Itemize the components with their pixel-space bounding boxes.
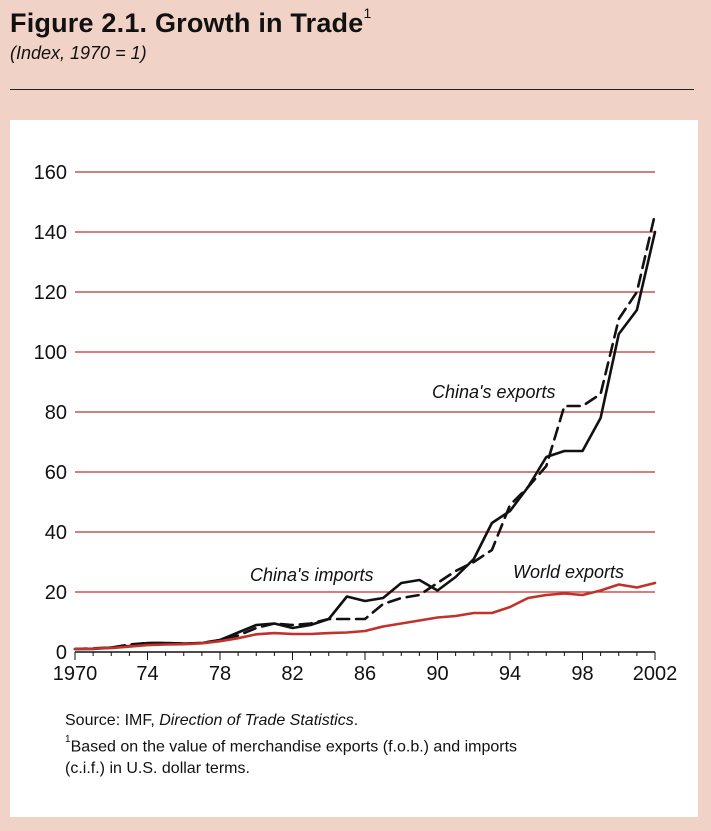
x-tick-label: 2002 (633, 663, 678, 685)
header-divider (10, 89, 694, 90)
gridlines (75, 171, 655, 593)
y-tick-label: 40 (45, 522, 67, 544)
axes: 0 20 40 60 80 100 120 140 160 1970 74 78 82 86 90 94 98 2… (34, 162, 678, 685)
series-lines (73, 212, 657, 651)
title-footnote-marker: 1 (363, 5, 372, 21)
series-line-china-s-imports (73, 230, 657, 651)
y-tick-label: 0 (56, 642, 67, 664)
annotations: China's exports China's imports World ex… (250, 382, 624, 585)
source-line: Source: IMF, Direction of Trade Statisti… (65, 712, 359, 729)
source-notes: Source: IMF, Direction of Trade Statisti… (65, 710, 517, 780)
footnote-line-2: (c.i.f.) in U.S. dollar terms. (65, 760, 250, 778)
figure-subtitle: (Index, 1970 = 1) (10, 43, 147, 63)
line-chart: 0 20 40 60 80 100 120 140 160 1970 74 78 82 86 90 94 98 2… (34, 162, 678, 685)
annotation-china-exports: China's exports (432, 382, 556, 402)
x-tick-label: 82 (281, 663, 303, 685)
annotation-china-imports: China's imports (250, 565, 373, 585)
x-tick-label: 74 (136, 663, 158, 685)
y-tick-label: 80 (45, 402, 67, 424)
x-tick-label: 1970 (53, 663, 98, 685)
y-tick-label: 100 (34, 342, 67, 364)
figure-title: Figure 2.1. Growth in Trade1 (10, 5, 372, 38)
x-tick-label: 90 (426, 663, 448, 685)
x-tick-label: 86 (354, 663, 376, 685)
footnote-marker: 1 (65, 734, 71, 745)
footnote-line-1: 1Based on the value of merchandise expor… (65, 734, 518, 756)
header: Figure 2.1. Growth in Trade1 (Index, 197… (10, 5, 372, 64)
chart-panel: 0 20 40 60 80 100 120 140 160 1970 74 78 82 86 90 94 98 2… (10, 120, 698, 817)
y-tick-label: 120 (34, 282, 67, 304)
y-tick-label: 60 (45, 462, 67, 484)
y-tick-label: 160 (34, 162, 67, 184)
x-tick-label: 98 (571, 663, 593, 685)
y-tick-label: 20 (45, 582, 67, 604)
x-tick-label: 78 (209, 663, 231, 685)
x-tick-label: 94 (499, 663, 521, 685)
series-line-world-exports (73, 581, 657, 651)
annotation-world-exports: World exports (513, 562, 624, 582)
y-tick-label: 140 (34, 222, 67, 244)
